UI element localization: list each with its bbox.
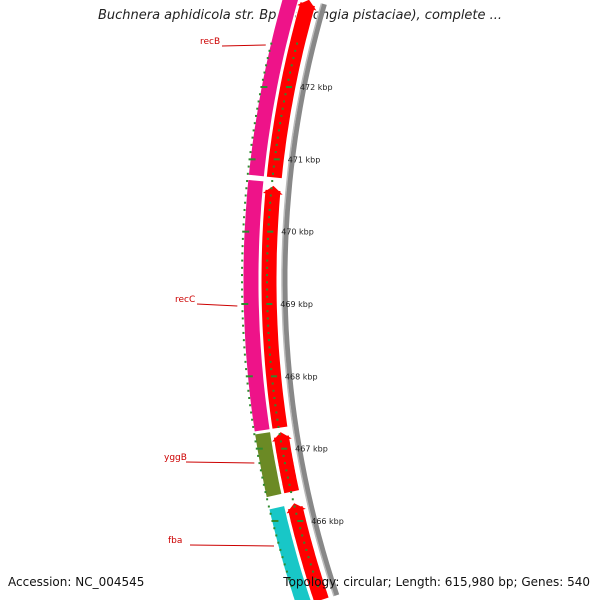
cds-arrow [286,503,306,514]
gene-label-leader [196,303,238,307]
gene-label[interactable]: recC [175,295,195,305]
gene-label[interactable]: yggB [164,453,187,463]
backbone-track [281,3,340,597]
cds-arrow [272,432,292,442]
gene-labels: recB recC yggB fba [164,37,275,547]
scale-tick-label: 467 kbp [295,445,328,454]
gene-track [242,0,312,600]
gene-label[interactable]: recB [200,37,220,47]
gene-label[interactable]: fba [168,536,182,546]
cds-feature [260,188,289,430]
backbone-highlight [281,3,335,597]
topology-summary: Topology: circular; Length: 615,980 bp; … [283,575,590,589]
accession-text: Accession: NC_004545 [8,575,145,589]
tick-track: 472 kbp 471 kbp 470 kbp 469 kbp 468 kbp 467 k… [241,42,344,588]
scale-tick-label: 472 kbp [300,83,333,92]
scale-tick-label: 471 kbp [288,155,321,164]
cds-arrow [262,185,283,195]
backbone-line [282,3,340,596]
gene-label-leader [221,44,266,47]
cds-feature [286,504,330,600]
gene-feature [242,178,271,433]
gene-feature [247,0,300,178]
scale-tick-label: 468 kbp [285,372,318,381]
gene-label-leader [185,461,255,464]
scale-tick-label: 470 kbp [281,228,314,237]
scale-tick-label: 466 kbp [311,517,344,526]
scale-tick-label: 469 kbp [280,300,313,309]
cds-arrow [297,0,317,11]
cds-track [260,0,330,600]
cds-feature [265,0,317,180]
gene-label-leader [189,544,275,547]
cds-feature [272,434,301,495]
